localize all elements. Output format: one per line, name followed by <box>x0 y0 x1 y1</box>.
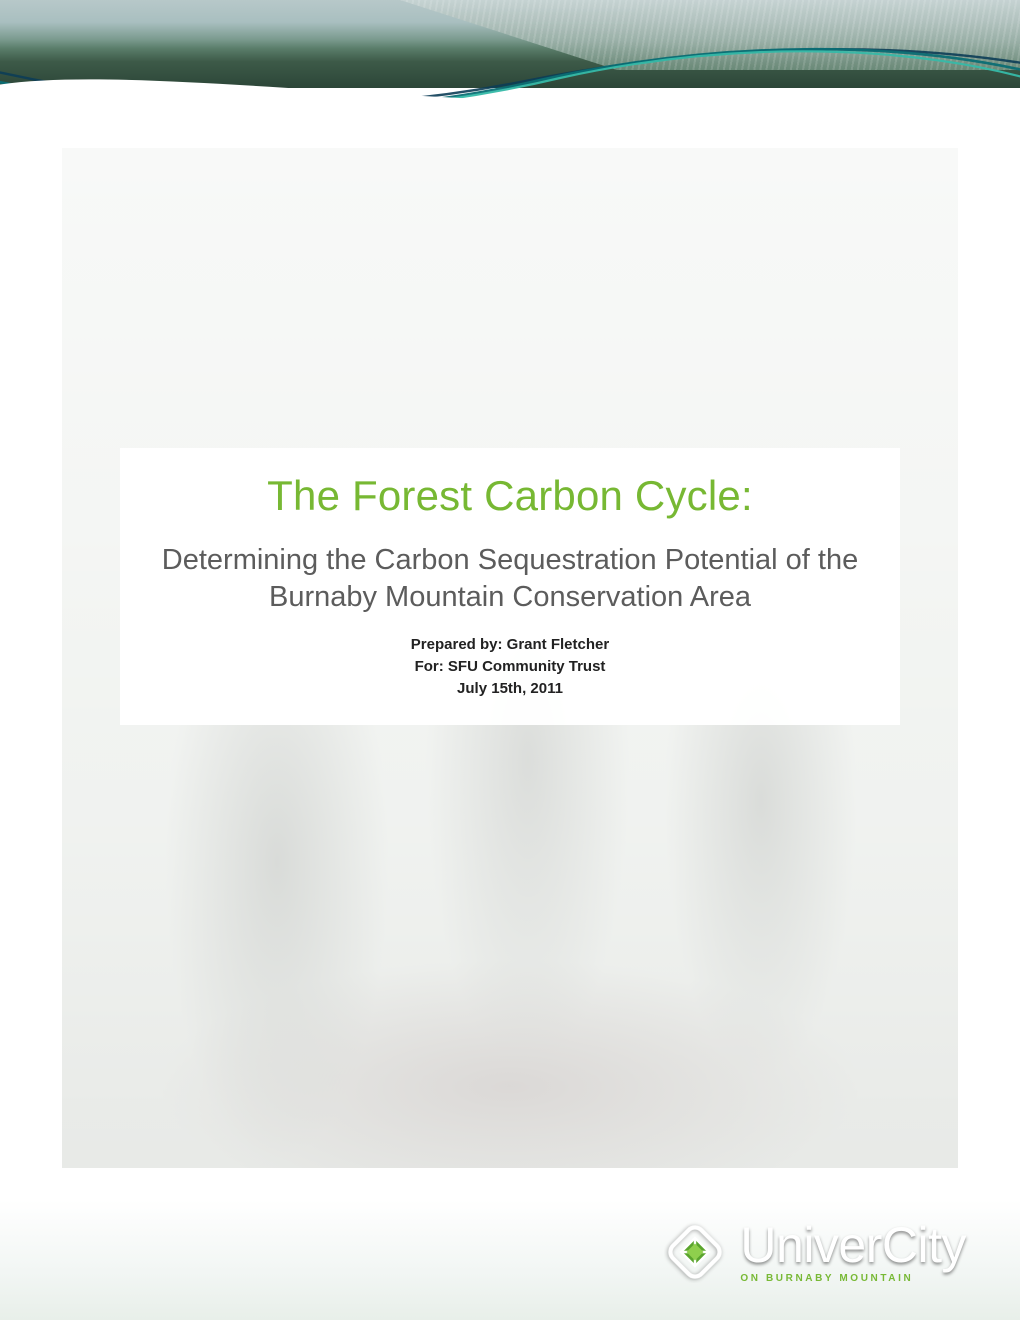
content-panel: The Forest Carbon Cycle: Determining the… <box>62 148 958 1168</box>
header-wave-graphic <box>0 0 1020 120</box>
date-line: July 15th, 2011 <box>148 678 872 700</box>
report-title: The Forest Carbon Cycle: <box>148 472 872 520</box>
logo-wordmark: UniverCity <box>740 1220 966 1270</box>
prepared-by-line: Prepared by: Grant Fletcher <box>148 634 872 656</box>
report-subtitle: Determining the Carbon Sequestration Pot… <box>148 542 872 616</box>
title-card: The Forest Carbon Cycle: Determining the… <box>120 448 900 725</box>
footer-logo: UniverCity ON BURNABY MOUNTAIN <box>664 1220 966 1284</box>
logo-crest-icon <box>664 1221 726 1283</box>
logo-tagline: ON BURNABY MOUNTAIN <box>740 1273 966 1284</box>
logo-text-block: UniverCity ON BURNABY MOUNTAIN <box>740 1220 966 1284</box>
header-banner <box>0 0 1020 120</box>
for-line: For: SFU Community Trust <box>148 656 872 678</box>
